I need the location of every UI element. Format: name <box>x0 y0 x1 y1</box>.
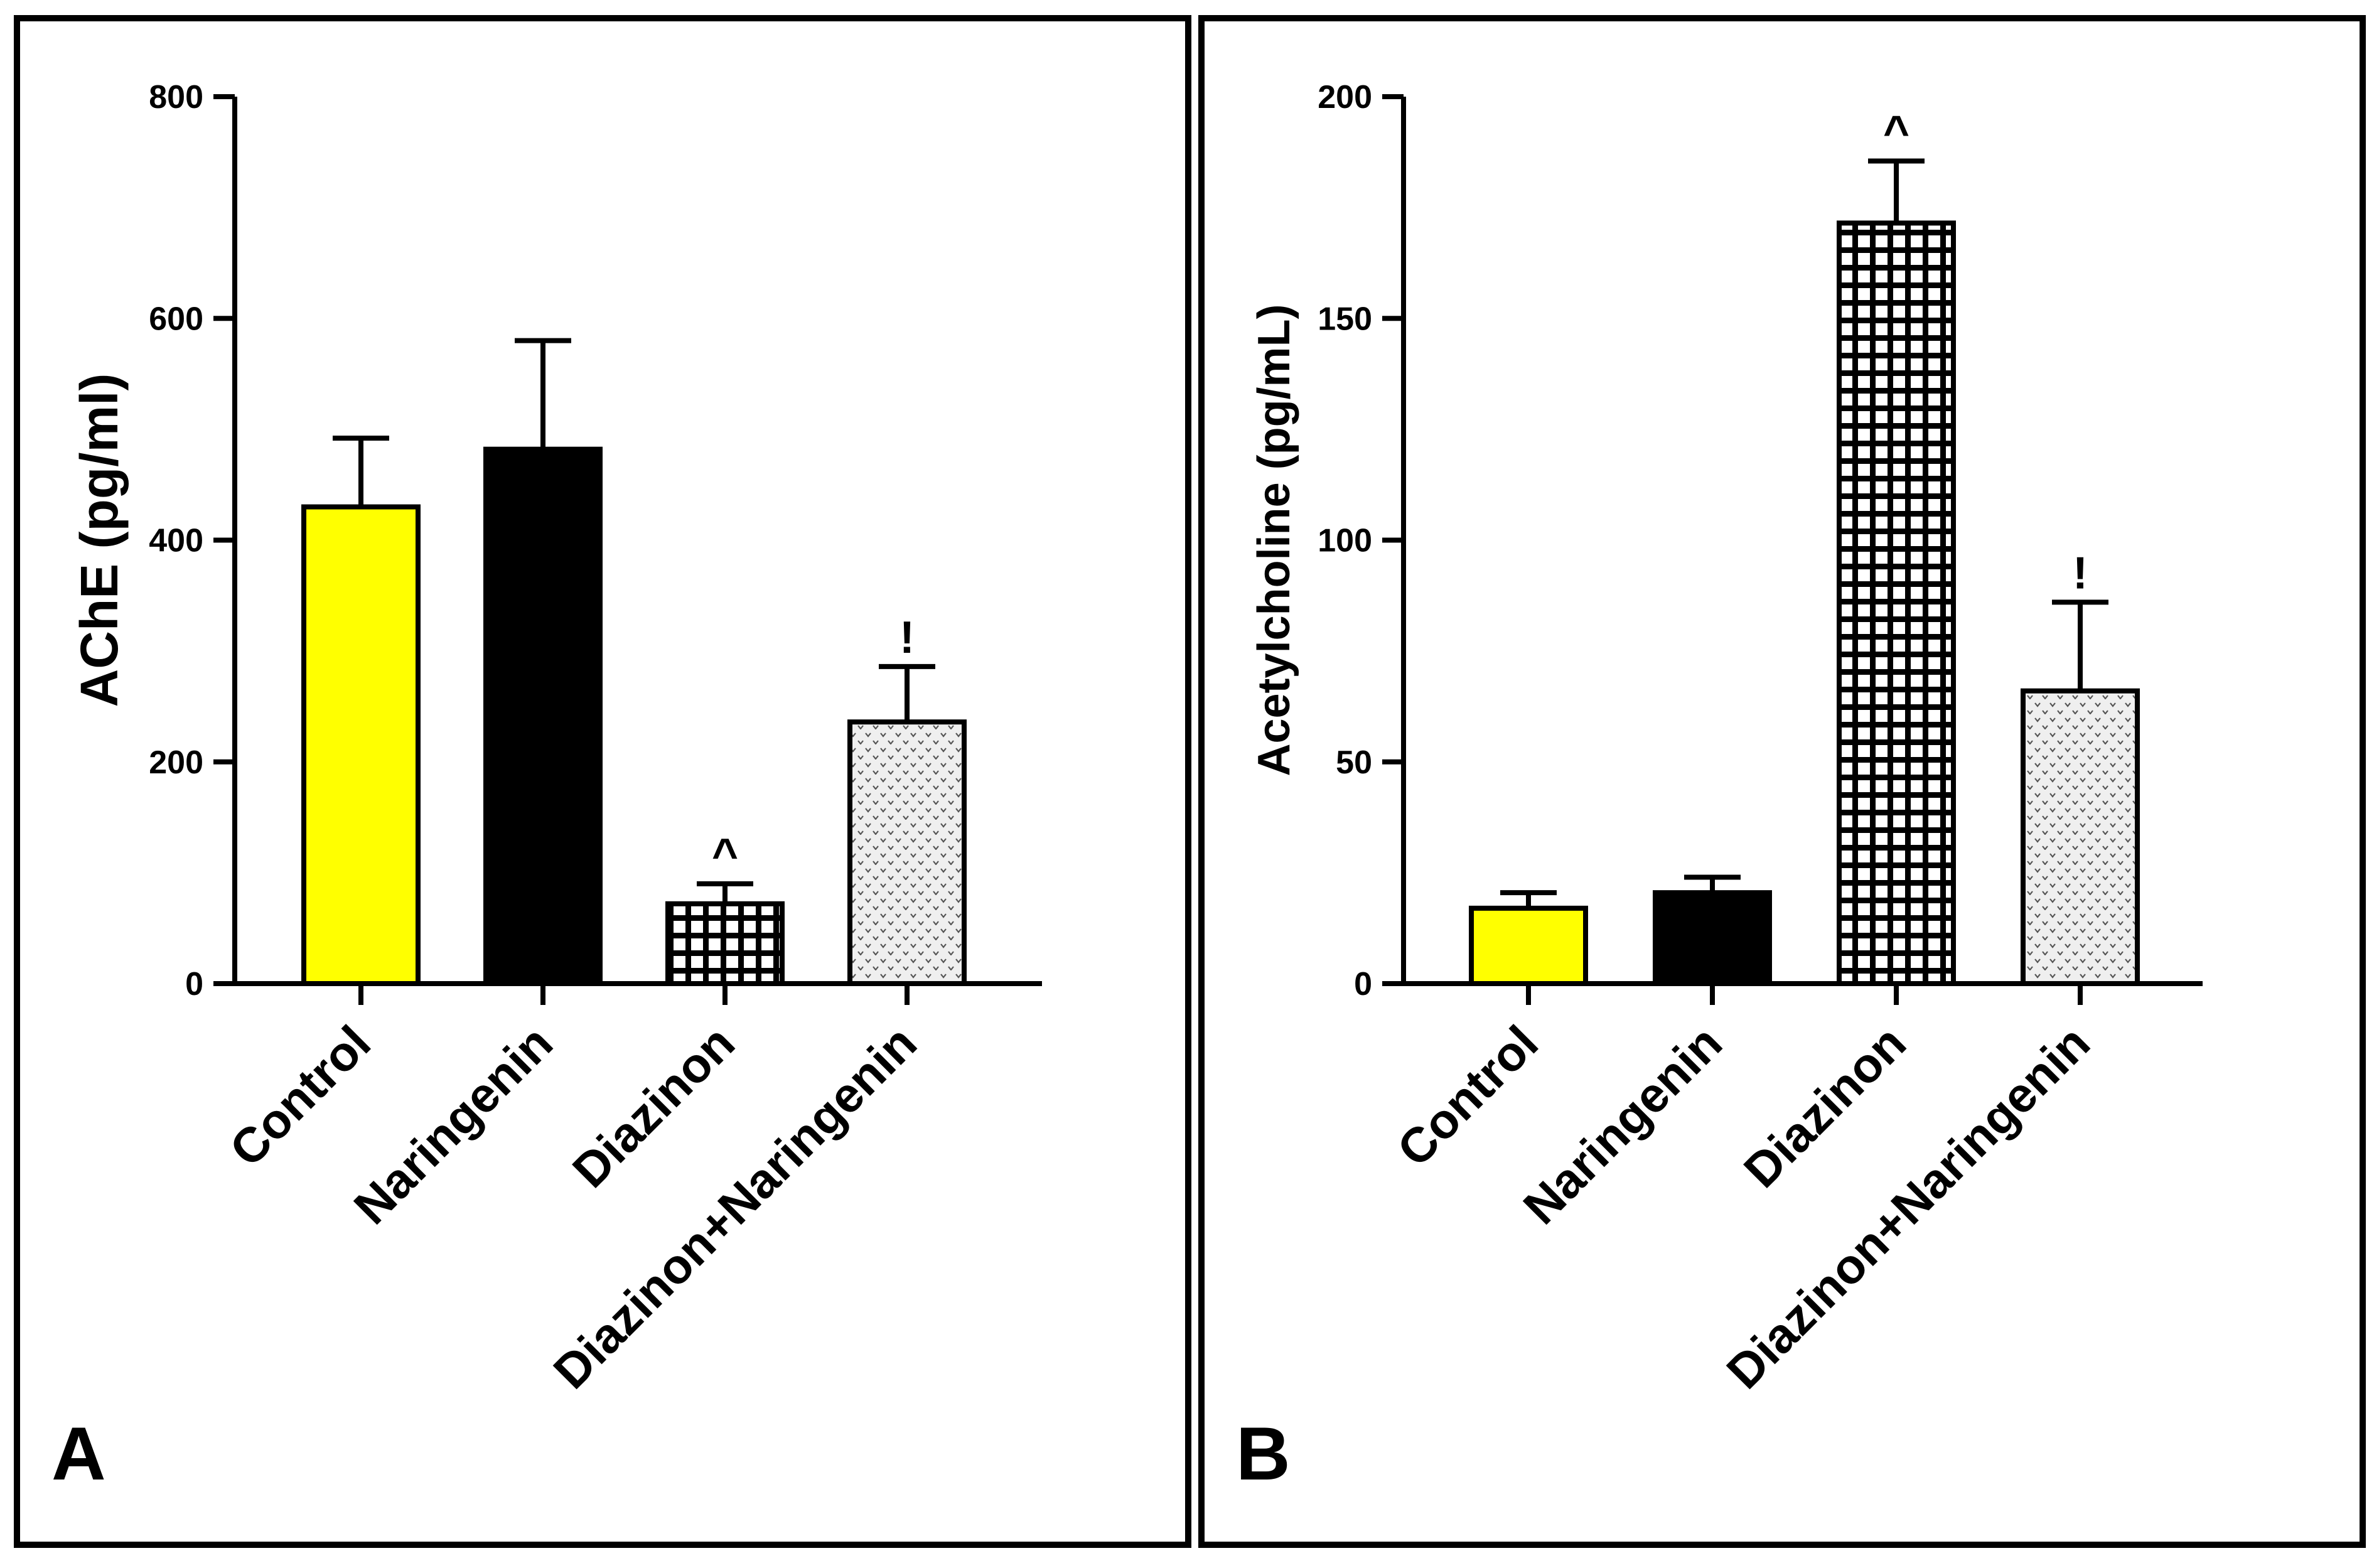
y-tick-label: 150 <box>1318 301 1372 337</box>
bar-diazinon-naringenin <box>847 719 967 987</box>
y-tick-label: 50 <box>1336 744 1372 781</box>
x-tick-label: Diazinon+Naringenin <box>1716 1015 2100 1399</box>
bar-diazinon <box>1837 220 1956 986</box>
x-tick-label: Control <box>1387 1015 1549 1177</box>
x-tick-label: Control <box>219 1015 381 1177</box>
significance-mark: ! <box>2073 548 2088 598</box>
chart-panel-b: 0 50 100 150 200 Acetylcholine (pg/mL) Control… <box>1198 15 2366 1548</box>
bar-control <box>1469 905 1588 987</box>
x-tick-label: Diazinon <box>1733 1015 1916 1198</box>
y-tick-label: 200 <box>149 744 203 781</box>
bar-diazinon <box>665 901 785 986</box>
x-tick-label: Naringenin <box>1513 1015 1732 1235</box>
x-tick-label: Naringenin <box>343 1015 563 1235</box>
y-tick-label: 100 <box>1318 523 1372 559</box>
y-axis-title: Acetylcholine (pg/mL) <box>1249 304 1299 776</box>
chart-b-svg: 0 50 100 150 200 Acetylcholine (pg/mL) Control… <box>1249 79 2203 1399</box>
bar-control <box>301 504 421 986</box>
y-tick-label: 0 <box>1354 966 1372 1002</box>
panel-label-a: A <box>51 1412 106 1496</box>
bar-diazinon-naringenin <box>2021 688 2140 986</box>
chart-a-svg: 0 200 400 600 800 AChE (pg/ml) ControlNaringen… <box>70 79 1042 1399</box>
y-tick-label: 400 <box>149 523 203 559</box>
significance-mark: ! <box>900 613 915 663</box>
chart-panel-a: 0 200 400 600 800 AChE (pg/ml) Control Naringen… <box>14 15 1191 1548</box>
x-tick-label: Diazinon+Naringenin <box>543 1015 927 1399</box>
y-tick-label: 800 <box>149 79 203 115</box>
bar-naringenin <box>483 446 603 986</box>
x-tick-label: Diazinon <box>562 1015 745 1198</box>
y-tick-label: 200 <box>1318 79 1372 115</box>
y-tick-label: 0 <box>185 966 203 1002</box>
significance-mark: ^ <box>712 830 738 880</box>
y-axis-title: AChE (pg/ml) <box>70 373 129 707</box>
significance-mark: ^ <box>1883 107 1909 157</box>
bar-naringenin <box>1653 890 1772 986</box>
y-tick-label: 600 <box>149 301 203 337</box>
panel-label-b: B <box>1236 1412 1291 1496</box>
